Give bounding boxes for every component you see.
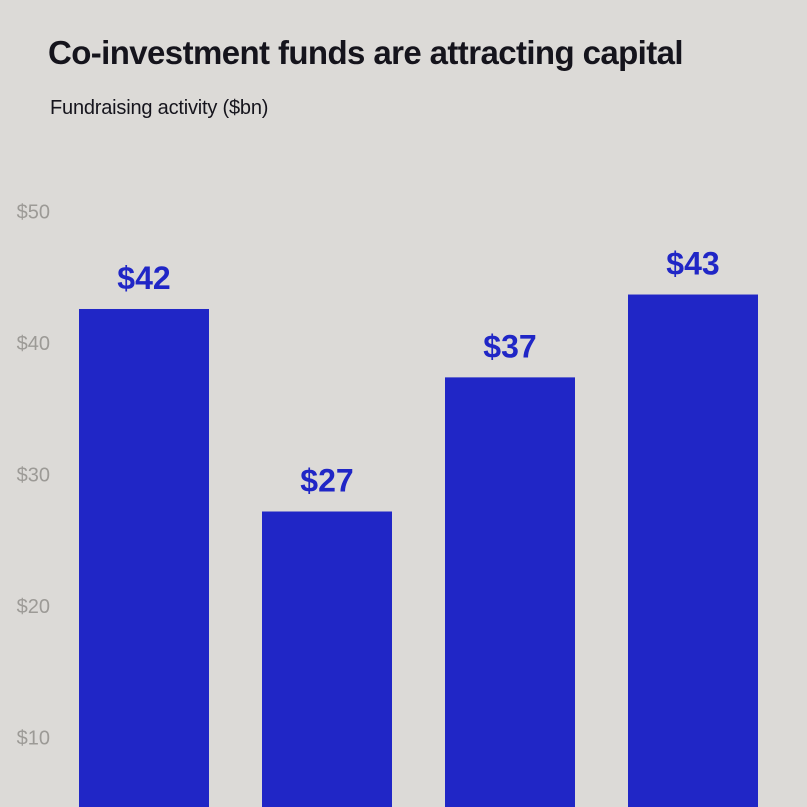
- bar: [79, 308, 209, 807]
- y-tick-label: $10: [17, 727, 50, 749]
- y-tick-label: $30: [17, 464, 50, 486]
- bar-data-label: $43: [666, 246, 719, 282]
- y-tick-label: $50: [17, 201, 50, 223]
- y-tick-label: $40: [17, 333, 50, 355]
- bar: [628, 294, 758, 807]
- bar-data-label: $27: [300, 463, 353, 499]
- bar-data-label: $37: [483, 328, 536, 364]
- y-tick-label: $20: [17, 596, 50, 618]
- bar: [262, 511, 392, 807]
- bar-data-label: $42: [117, 260, 170, 296]
- chart-title: Co-investment funds are attracting capit…: [48, 34, 684, 71]
- bar: [445, 377, 575, 807]
- chart-subtitle: Fundraising activity ($bn): [50, 97, 269, 119]
